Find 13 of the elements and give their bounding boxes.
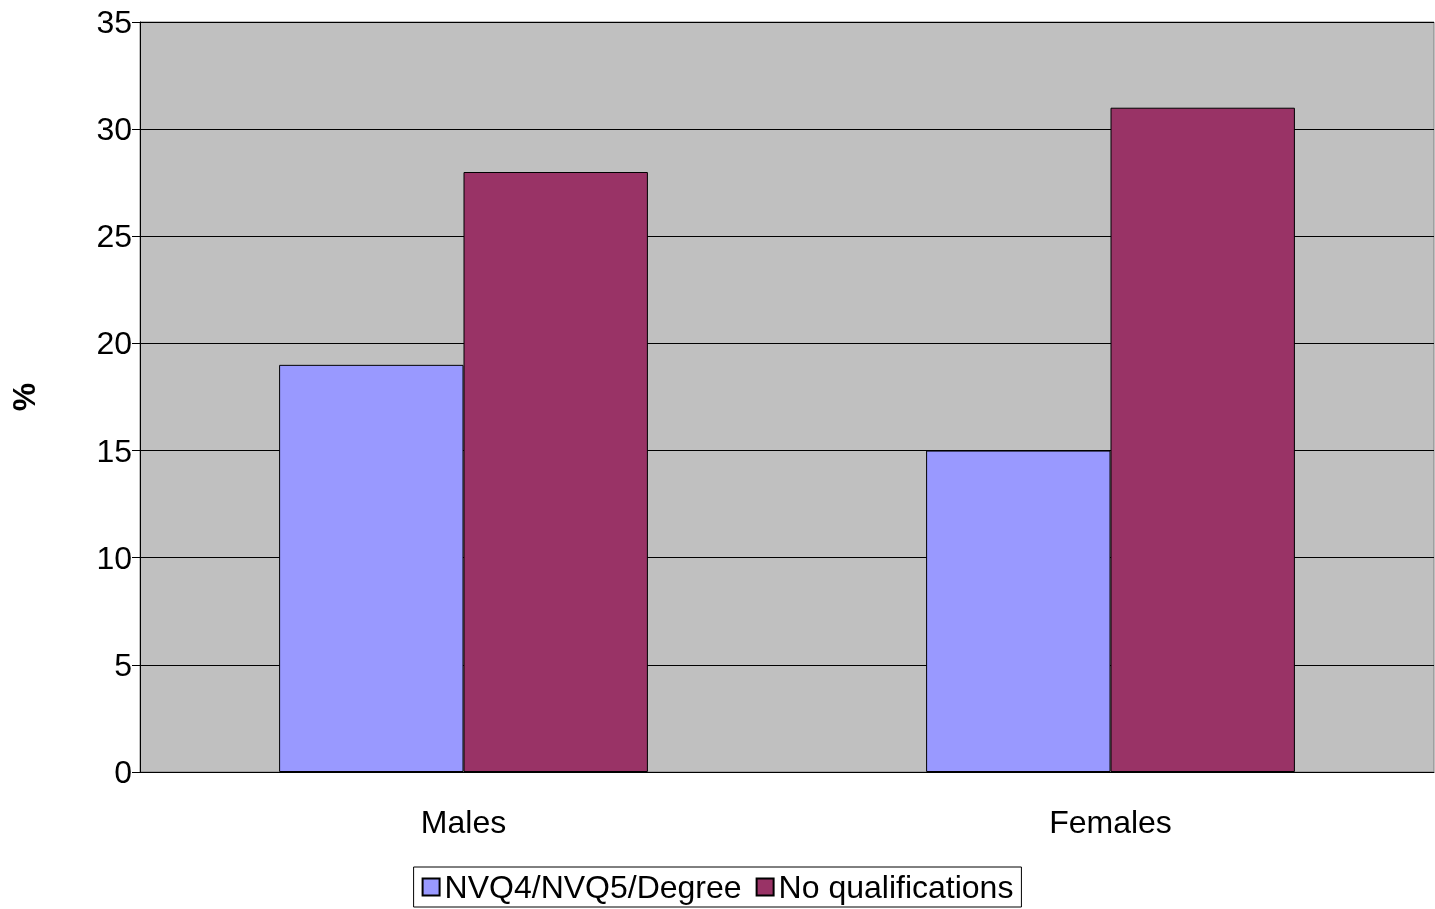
- y-tick-label: 35: [96, 4, 132, 40]
- y-tick-label: 25: [96, 218, 132, 255]
- legend-label: No qualifications: [778, 869, 1014, 905]
- y-tick-label: 5: [114, 646, 132, 683]
- y-tick-label: 20: [96, 325, 132, 362]
- x-tick-label: Males: [420, 804, 507, 840]
- y-axis-title: %: [6, 382, 42, 412]
- legend-label: NVQ4/NVQ5/Degree: [444, 869, 742, 905]
- y-tick-label: 10: [96, 539, 132, 576]
- y-tick-label: 0: [114, 754, 132, 790]
- y-tick-label: 30: [96, 111, 132, 148]
- x-tick-label: Females: [1049, 804, 1172, 840]
- y-tick-label: 15: [96, 432, 132, 469]
